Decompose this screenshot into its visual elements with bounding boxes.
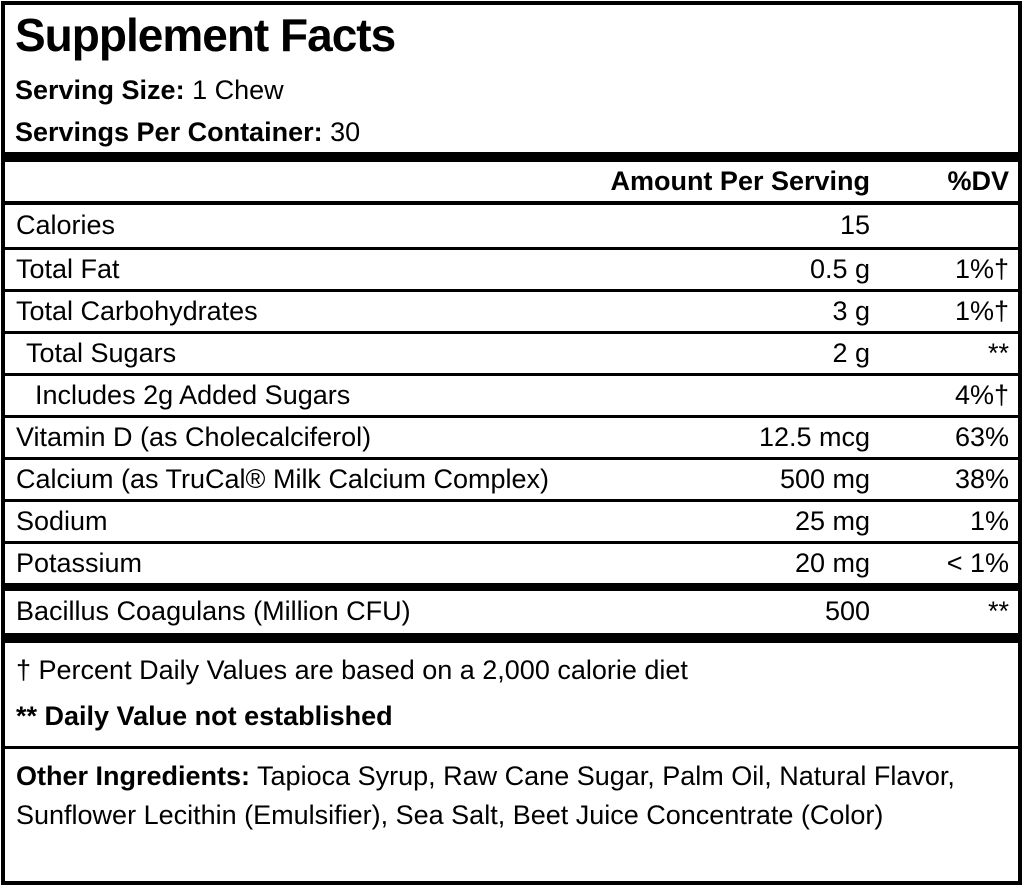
nutrient-dv: ** [987, 337, 1009, 368]
percent-dv-header: %DV [947, 165, 1009, 196]
nutrient-name: Vitamin D (as Cholecalciferol) [16, 421, 372, 452]
nutrient-table: Calories 15 Total Fat 0.5 g 1%† Total Carbohy… [5, 205, 1018, 583]
table-header-row: Amount Per Serving %DV [5, 162, 1018, 205]
nutrient-name: Bacillus Coagulans (Million CFU) [16, 596, 411, 627]
nutrient-amount: 15 [839, 210, 870, 241]
thick-divider-bottom [5, 632, 1018, 643]
nutrient-dv: < 1% [946, 547, 1009, 578]
nutrient-dv: 63% [954, 421, 1009, 452]
nutrient-name: Total Sugars [26, 337, 177, 368]
label-header-section: Supplement Facts Serving Size: 1 Chew Se… [5, 5, 1018, 152]
nutrient-name: Total Fat [16, 253, 120, 284]
other-ingredients-text: Tapioca Syrup, Raw Cane Sugar, Palm Oil,… [16, 760, 955, 831]
probiotic-table: Bacillus Coagulans (Million CFU) 500 ** [5, 591, 1018, 633]
table-row: Bacillus Coagulans (Million CFU) 500 ** [5, 591, 1018, 633]
thick-divider-top [5, 151, 1018, 162]
nutrient-name: Sodium [16, 505, 108, 536]
nutrient-name: Potassium [16, 547, 143, 578]
nutrient-amount: 25 mg [794, 505, 870, 536]
footnotes-section: † Percent Daily Values are based on a 2,… [5, 643, 1018, 746]
other-ingredients-section: Other Ingredients: Tapioca Syrup, Raw Ca… [5, 745, 1018, 881]
nutrient-name: Calcium (as TruCal® Milk Calcium Complex… [16, 463, 549, 494]
nutrient-amount: 500 mg [779, 463, 870, 494]
table-row: Total Sugars 2 g ** [5, 330, 1018, 373]
nutrient-dv: 38% [954, 463, 1009, 494]
label-title: Supplement Facts [15, 9, 396, 61]
table-row: Calories 15 [5, 205, 1018, 247]
nutrient-amount: 500 [824, 596, 870, 627]
nutrient-amount: 2 g [832, 337, 870, 368]
table-row: Total Carbohydrates 3 g 1%† [5, 288, 1018, 331]
nutrient-dv: 4%† [954, 379, 1009, 410]
table-row: Includes 2g Added Sugars 4%† [5, 372, 1018, 415]
footnote: ** Daily Value not established [16, 700, 393, 731]
footnote: † Percent Daily Values are based on a 2,… [16, 654, 688, 685]
nutrient-name: Includes 2g Added Sugars [35, 379, 351, 410]
serving-size-value: 1 Chew [192, 74, 284, 105]
table-row: Calcium (as TruCal® Milk Calcium Complex… [5, 456, 1018, 499]
nutrient-amount: 20 mg [794, 547, 870, 578]
table-row: Potassium 20 mg < 1% [5, 540, 1018, 583]
serving-size-line: Serving Size: 1 Chew [15, 74, 1008, 105]
nutrient-name: Total Carbohydrates [16, 295, 258, 326]
nutrient-amount: 12.5 mcg [758, 421, 870, 452]
thick-divider-mid [5, 582, 1018, 591]
nutrient-amount: 0.5 g [809, 253, 870, 284]
nutrient-name: Calories [16, 210, 116, 241]
nutrient-dv: ** [987, 596, 1009, 627]
other-ingredients-label: Other Ingredients: [16, 760, 251, 791]
amount-per-serving-header: Amount Per Serving [610, 165, 870, 196]
servings-per-container-line: Servings Per Container: 30 [15, 116, 1008, 147]
serving-size-label: Serving Size: [15, 74, 185, 105]
table-row: Total Fat 0.5 g 1%† [5, 246, 1018, 289]
table-row: Sodium 25 mg 1% [5, 498, 1018, 541]
nutrient-dv: 1%† [954, 253, 1009, 284]
table-row: Vitamin D (as Cholecalciferol) 12.5 mcg 63… [5, 414, 1018, 457]
servings-per-container-value: 30 [330, 116, 361, 147]
nutrient-amount: 3 g [832, 295, 870, 326]
nutrient-dv: 1%† [954, 295, 1009, 326]
servings-per-container-label: Servings Per Container: [15, 116, 323, 147]
nutrient-dv: 1% [969, 505, 1009, 536]
